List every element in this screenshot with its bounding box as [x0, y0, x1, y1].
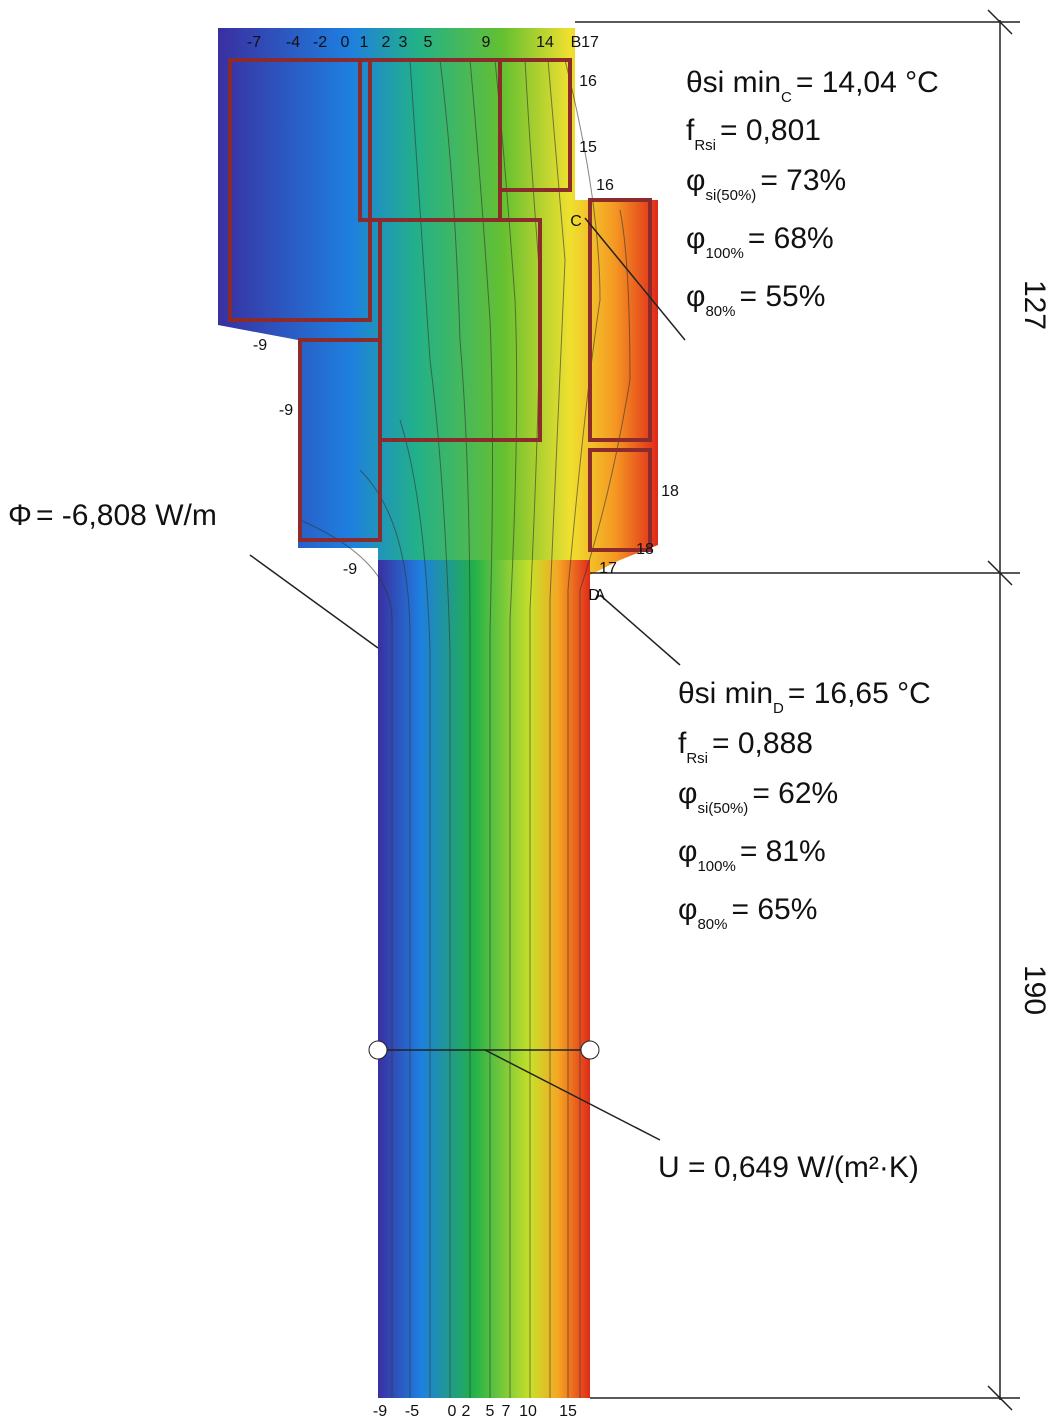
isotherm-label: 5 [424, 34, 433, 51]
subscript: 80% [697, 916, 727, 933]
value: = 16,65 °C [788, 677, 931, 710]
isotherm-label: -7 [247, 34, 261, 51]
subscript: 100% [705, 245, 743, 262]
bottom-isotherm-label: 0 [448, 1403, 457, 1420]
bottom-isotherm-label: 15 [559, 1403, 577, 1420]
annotation-line: φ100% = 68% [686, 222, 834, 262]
annotation-line: θsi minD= 16,65 °C [678, 677, 931, 717]
isotherm-label: 18 [636, 541, 654, 558]
symbol: φ [686, 164, 705, 197]
value: = 0,888 [712, 727, 813, 760]
value: = 81% [740, 835, 826, 868]
isotherm-label: -4 [286, 34, 300, 51]
value: = 73% [760, 164, 846, 197]
isotherm-label: 16 [596, 177, 614, 194]
isotherm-label: 2 [382, 34, 391, 51]
isotherm-label: 17 [581, 34, 599, 51]
u-value: U = 0,649 W/(m²·K) [658, 1151, 919, 1184]
dimension-label: 190 [1018, 965, 1049, 1015]
symbol: φ [686, 280, 705, 313]
symbol: φ [686, 222, 705, 255]
value: = 62% [752, 777, 838, 810]
symbol: θsi min [686, 66, 781, 99]
annotation-line: φsi(50%)= 73% [686, 164, 846, 204]
subscript: si(50%) [697, 800, 748, 817]
value: = 55% [739, 280, 825, 313]
symbol: Φ [8, 499, 32, 532]
isotherm-label: 18 [661, 483, 679, 500]
subscript: Rsi [686, 750, 708, 767]
subscript: D [773, 700, 784, 717]
isotherm-label: 9 [482, 34, 491, 51]
value: = -6,808 W/m [36, 499, 217, 532]
isotherm-label: -9 [279, 402, 293, 419]
symbol: φ [678, 835, 697, 868]
bottom-isotherm-label: 10 [519, 1403, 537, 1420]
isotherm-label: 14 [536, 34, 554, 51]
annotation-line: fRsi= 0,801 [686, 114, 821, 154]
isotherm-label: B [571, 34, 582, 51]
annotation-line: φ80%= 55% [686, 280, 825, 320]
bottom-isotherm-label: -5 [405, 1403, 419, 1420]
symbol: φ [678, 893, 697, 926]
symbol: φ [678, 777, 697, 810]
subscript: C [781, 89, 792, 106]
bottom-isotherm-label: 2 [462, 1403, 471, 1420]
annotation-line: φ80%= 65% [678, 893, 817, 933]
subscript: 80% [705, 303, 735, 320]
isotherm-label: 16 [579, 73, 597, 90]
value: = 68% [748, 222, 834, 255]
isotherm-label: 17 [599, 560, 617, 577]
annotation-line: θsi minC= 14,04 °C [686, 66, 939, 106]
isotherm-label: A [595, 587, 606, 604]
isotherm-label: 15 [579, 139, 597, 156]
isotherm-label: 3 [399, 34, 408, 51]
bottom-isotherm-label: 7 [502, 1403, 511, 1420]
symbol: θsi min [678, 677, 773, 710]
diagram: 127 190 U = 0,649 W/(m²·K) -7-4-20123591… [0, 0, 1049, 1426]
bottom-isotherm-label: -9 [373, 1403, 387, 1420]
subscript: 100% [697, 858, 735, 875]
isotherm-label: -9 [343, 561, 357, 578]
annotation-line: φ100% = 81% [678, 835, 826, 875]
annotation-line: fRsi= 0,888 [678, 727, 813, 767]
isotherm-label: 0 [341, 34, 350, 51]
value: = 0,801 [720, 114, 821, 147]
isotherm-label: C [570, 213, 582, 230]
value: = 14,04 °C [796, 66, 939, 99]
bottom-isotherm-label: 5 [486, 1403, 495, 1420]
subscript: si(50%) [705, 187, 756, 204]
annotation-line: φsi(50%)= 62% [678, 777, 838, 817]
isotherm-label: -9 [253, 337, 267, 354]
dimension-label: 127 [1018, 280, 1049, 330]
subscript: Rsi [694, 137, 716, 154]
isotherm-label: 1 [360, 34, 369, 51]
value: = 65% [731, 893, 817, 926]
heat-flow: Φ= -6,808 W/m [8, 499, 217, 532]
isotherm-label: -2 [313, 34, 327, 51]
